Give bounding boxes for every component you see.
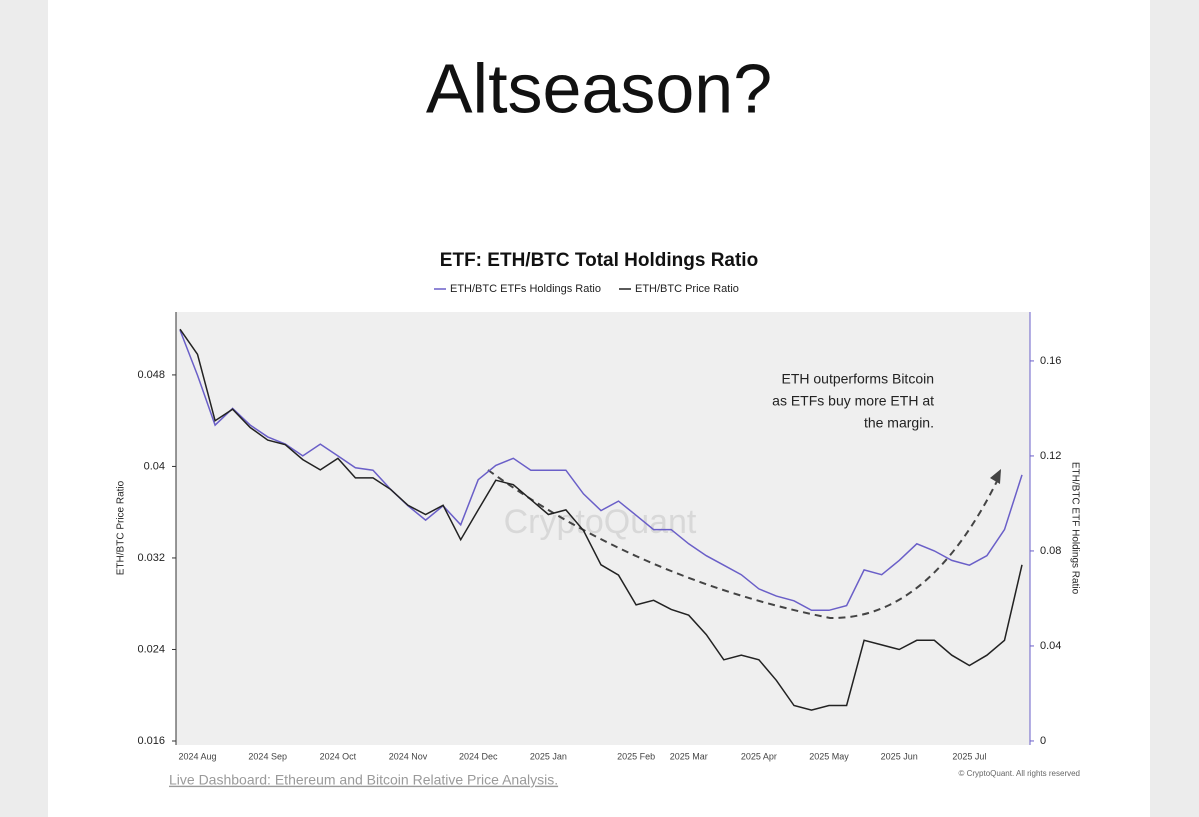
y-tick-label: 0.032 (137, 552, 165, 564)
x-tick-label: 2024 Dec (459, 751, 498, 761)
x-tick-label: 2024 Nov (389, 751, 428, 761)
annotation: ETH outperforms Bitcoin (782, 371, 935, 387)
dashboard-link[interactable]: Live Dashboard: Ethereum and Bitcoin Rel… (169, 772, 558, 788)
y-tick-label: 0.024 (137, 643, 165, 655)
y2-tick-label: 0.16 (1040, 355, 1061, 367)
series-line (179, 328, 1023, 711)
y2-tick-label: 0.08 (1040, 545, 1061, 557)
x-tick-label: 2025 Feb (617, 751, 655, 761)
y2-tick-label: 0 (1040, 735, 1046, 747)
x-tick-label: 2024 Sep (248, 751, 287, 761)
legend-label: ETH/BTC Price Ratio (635, 283, 739, 295)
chart-title: ETF: ETH/BTC Total Holdings Ratio (440, 250, 758, 271)
x-tick-label: 2025 Mar (670, 751, 708, 761)
x-tick-label: 2025 May (809, 751, 849, 761)
x-tick-label: 2025 Jul (952, 751, 986, 761)
series-line (179, 329, 1023, 612)
x-tick-label: 2024 Oct (320, 751, 357, 761)
annotation: the margin. (864, 415, 934, 431)
y-tick-label: 0.016 (137, 735, 165, 747)
y2-axis-label: ETH/BTC ETF Holdings Ratio (1069, 462, 1080, 595)
y-tick-label: 0.04 (144, 460, 165, 472)
x-tick-label: 2024 Aug (179, 751, 217, 761)
legend-label: ETH/BTC ETFs Holdings Ratio (450, 283, 601, 295)
annotation: as ETFs buy more ETH at (772, 393, 934, 409)
plot-area (176, 312, 1030, 745)
page-title: Altseason? (426, 49, 772, 127)
y2-tick-label: 0.04 (1040, 640, 1061, 652)
copyright: © CryptoQuant. All rights reserved (959, 769, 1081, 778)
y2-tick-label: 0.12 (1040, 450, 1061, 462)
trend-arrow (487, 469, 1001, 620)
x-tick-label: 2025 Apr (741, 751, 777, 761)
x-tick-label: 2025 Jan (530, 751, 567, 761)
y-tick-label: 0.048 (137, 369, 165, 381)
arrow-head (990, 469, 1001, 484)
y-axis-label: ETH/BTC Price Ratio (116, 480, 127, 575)
x-tick-label: 2025 Jun (881, 751, 918, 761)
watermark: CryptoQuant (504, 503, 697, 541)
